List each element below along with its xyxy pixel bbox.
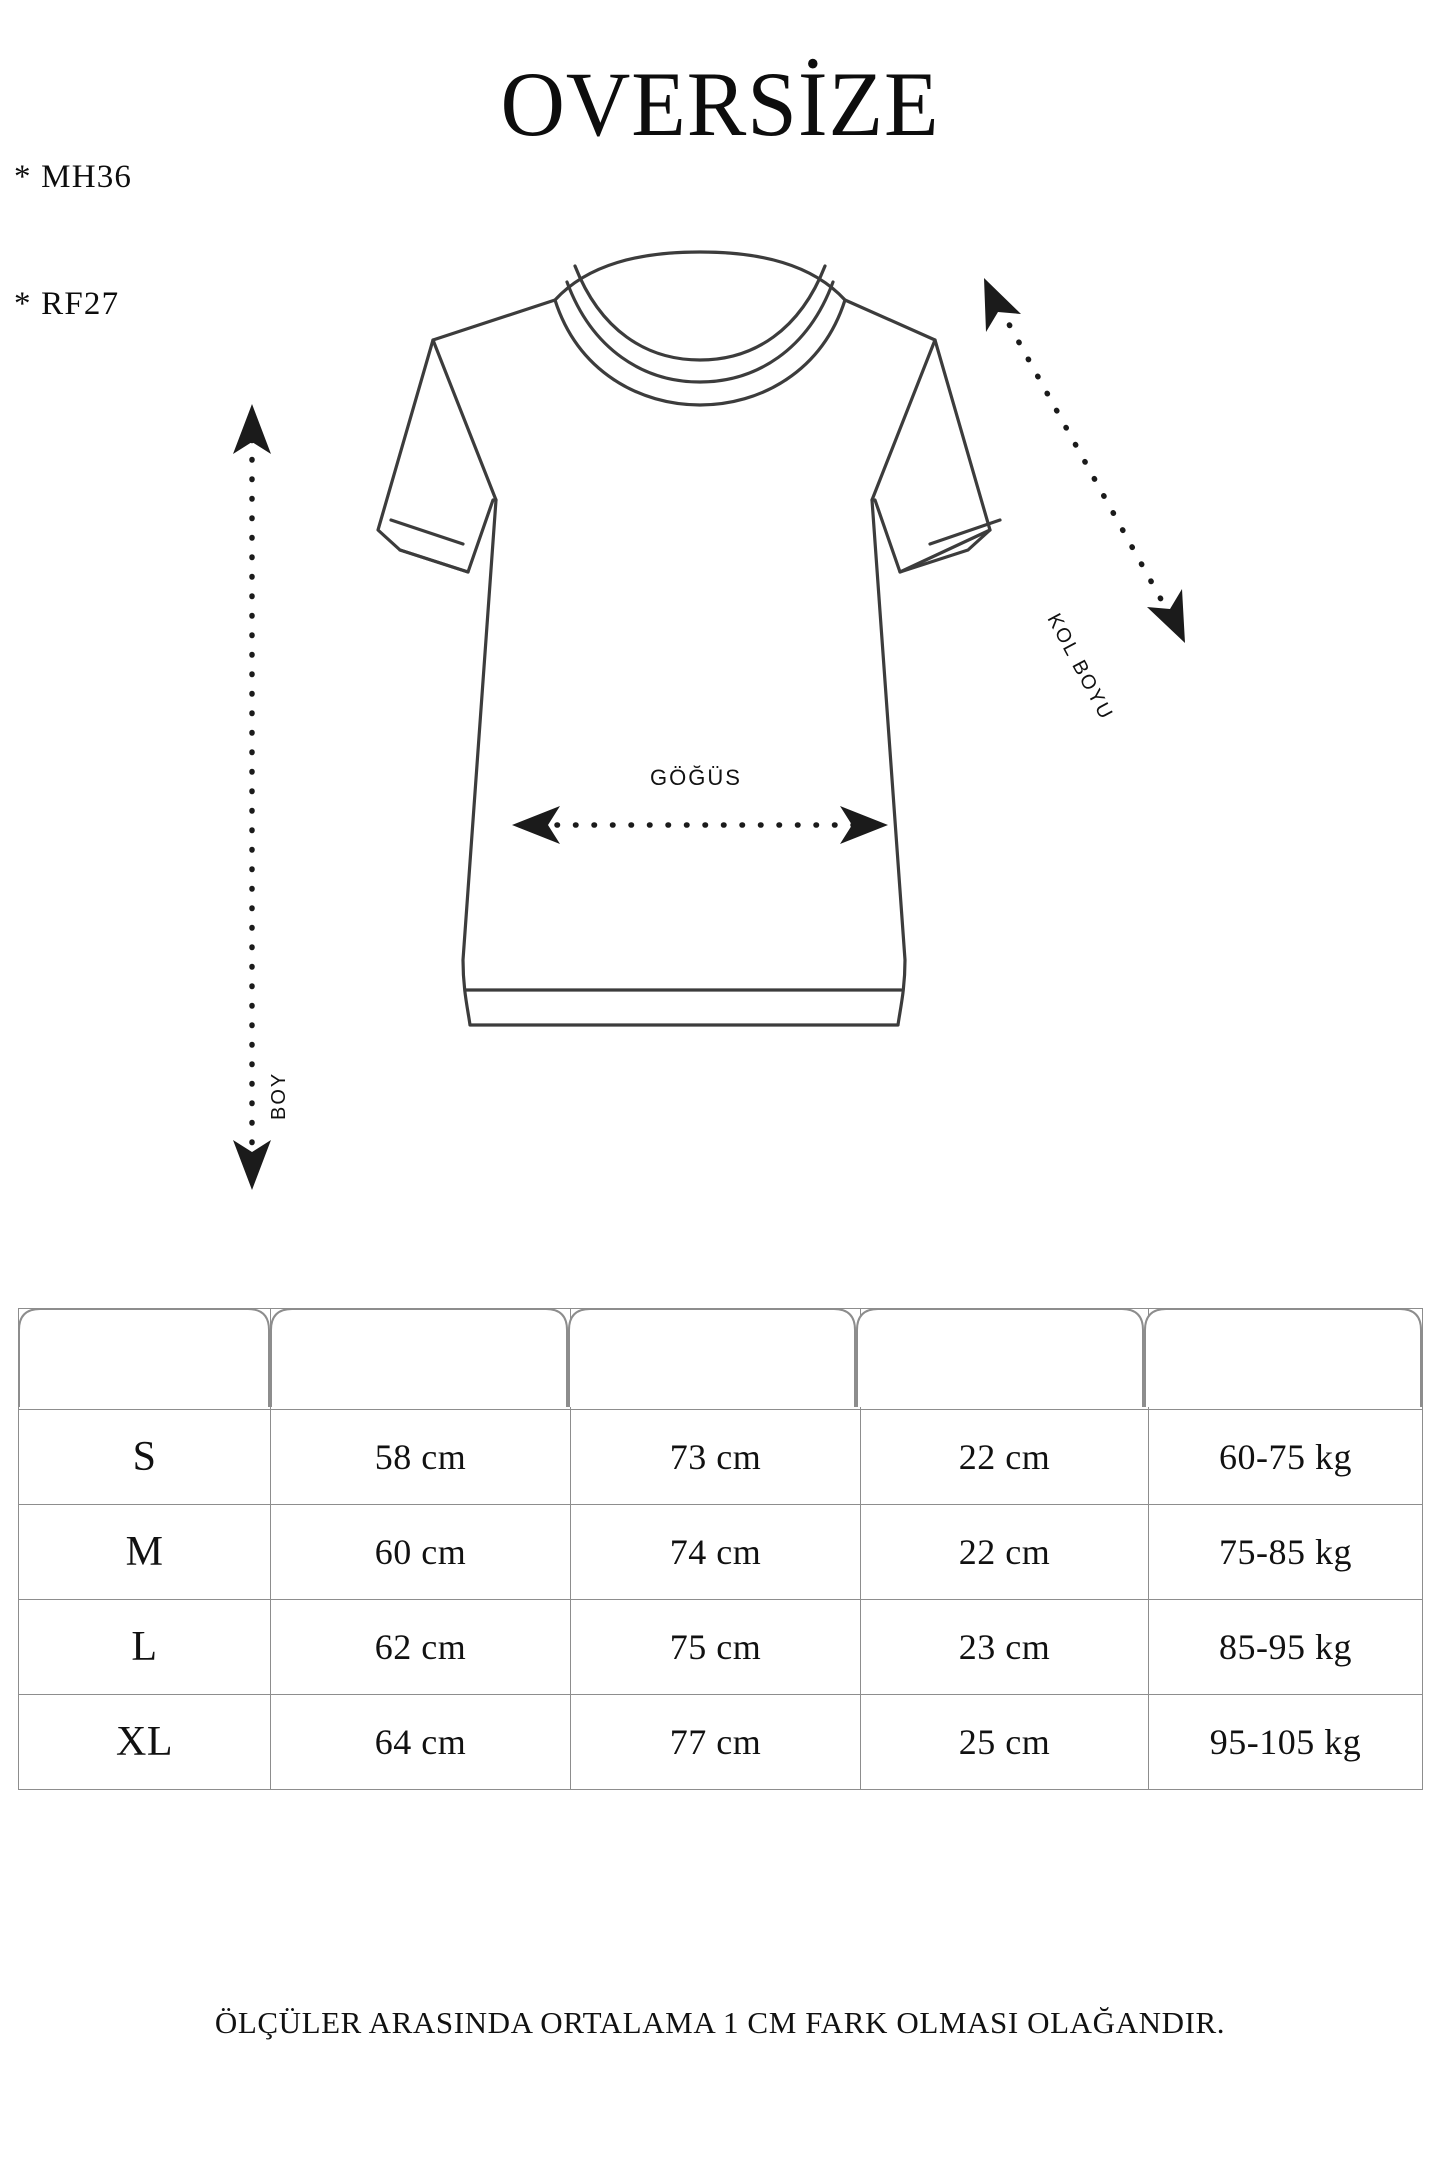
cell-kol-boyu: 23 cm xyxy=(860,1599,1149,1695)
column-header-kilo: KİLO'YA UYGUNDUR xyxy=(1148,1308,1423,1410)
page-header: * MH36 * RF27 OVERSİZE xyxy=(0,0,1440,322)
sleeve-measure-arrow xyxy=(984,278,1185,643)
cell-beden: M xyxy=(18,1504,271,1600)
table-row: L 62 cm 75 cm 23 cm 85-95 kg xyxy=(18,1599,1423,1695)
tshirt-outline xyxy=(376,250,1002,1027)
cell-boy: 77 cm xyxy=(570,1694,861,1790)
cell-gogus: 58 cm xyxy=(270,1409,571,1505)
product-code-1: * MH36 xyxy=(14,159,133,196)
product-code-2: * RF27 xyxy=(14,286,120,323)
tshirt-svg xyxy=(233,250,1185,1190)
column-header-kilo-line1: KİLO'YA xyxy=(1236,1331,1335,1358)
cell-kol-boyu: 25 cm xyxy=(860,1694,1149,1790)
cell-boy: 75 cm xyxy=(570,1599,861,1695)
tshirt-measurement-diagram: GÖĞÜS BOY KOL BOYU xyxy=(0,200,1440,1290)
product-codes: * MH36 * RF27 xyxy=(14,72,132,410)
column-header-gogus: GÖĞÜS xyxy=(270,1308,571,1410)
table-row: XL 64 cm 77 cm 25 cm 95-105 kg xyxy=(18,1694,1423,1790)
column-header-kol-boyu: KOL BOYU xyxy=(860,1308,1149,1410)
chest-measure-label: GÖĞÜS xyxy=(650,765,742,790)
cell-gogus: 62 cm xyxy=(270,1599,571,1695)
cell-gogus: 64 cm xyxy=(270,1694,571,1790)
cell-beden: S xyxy=(18,1409,271,1505)
size-table-container: BEDEN GÖĞÜS BOY KOL BOYU KİLO'YA UYGUNDU… xyxy=(18,1308,1423,1790)
cell-kilo: 60-75 kg xyxy=(1148,1409,1423,1505)
cell-boy: 74 cm xyxy=(570,1504,861,1600)
measurement-tolerance-note: ÖLÇÜLER ARASINDA ORTALAMA 1 CM FARK OLMA… xyxy=(214,2005,1226,2040)
column-header-kilo-line2: UYGUNDUR xyxy=(1214,1359,1357,1385)
cell-beden: XL xyxy=(18,1694,271,1790)
cell-kilo: 95-105 kg xyxy=(1148,1694,1423,1790)
length-measure-arrow xyxy=(233,404,271,1190)
table-row: M 60 cm 74 cm 22 cm 75-85 kg xyxy=(18,1504,1423,1600)
size-table-body: S 58 cm 73 cm 22 cm 60-75 kg M 60 cm 74 … xyxy=(18,1409,1423,1790)
cell-kilo: 75-85 kg xyxy=(1148,1504,1423,1600)
table-header-row: BEDEN GÖĞÜS BOY KOL BOYU KİLO'YA UYGUNDU… xyxy=(18,1308,1423,1410)
cell-boy: 73 cm xyxy=(570,1409,861,1505)
cell-kol-boyu: 22 cm xyxy=(860,1504,1149,1600)
cell-kol-boyu: 22 cm xyxy=(860,1409,1149,1505)
length-measure-label: BOY xyxy=(268,1071,290,1120)
table-row: S 58 cm 73 cm 22 cm 60-75 kg xyxy=(18,1409,1423,1505)
page-title: OVERSİZE xyxy=(500,53,940,155)
cell-gogus: 60 cm xyxy=(270,1504,571,1600)
size-table-head: BEDEN GÖĞÜS BOY KOL BOYU KİLO'YA UYGUNDU… xyxy=(18,1308,1423,1410)
column-header-boy: BOY xyxy=(570,1308,861,1410)
column-header-beden: BEDEN xyxy=(18,1308,271,1410)
chest-measure-arrow xyxy=(512,806,888,844)
cell-beden: L xyxy=(18,1599,271,1695)
size-table: BEDEN GÖĞÜS BOY KOL BOYU KİLO'YA UYGUNDU… xyxy=(18,1308,1423,1790)
cell-kilo: 85-95 kg xyxy=(1148,1599,1423,1695)
